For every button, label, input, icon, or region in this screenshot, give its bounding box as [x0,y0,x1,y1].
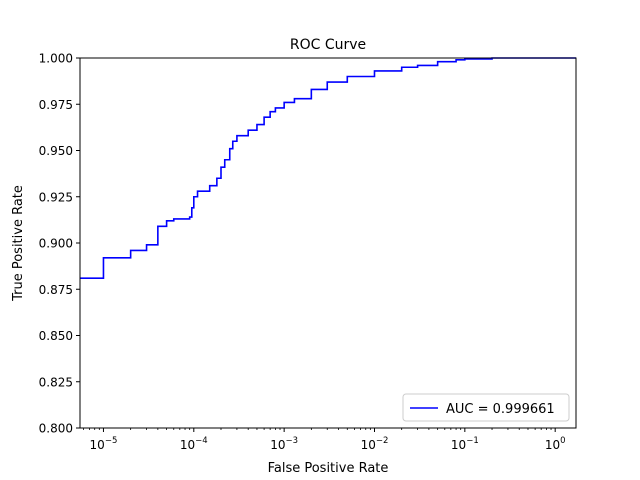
x-tick-exponent: −3 [286,436,299,446]
x-tick-label: 10−3 [270,436,298,452]
y-tick-label: 0.950 [39,144,73,158]
x-tick-label: 10−1 [451,436,479,452]
x-tick-base: 10 [361,438,376,452]
y-tick-label: 1.000 [39,52,73,66]
x-tick-exponent: 0 [560,436,565,446]
y-tick-label: 0.900 [39,237,73,251]
x-tick-base: 10 [180,438,195,452]
y-tick-label: 0.975 [39,98,73,112]
legend-box [402,393,570,422]
x-tick-label: 100 [545,436,566,452]
y-tick-label: 0.850 [39,329,73,343]
x-tick-exponent: −4 [195,436,208,446]
x-axis-label: False Positive Rate [268,461,389,476]
x-tick-exponent: −2 [376,436,389,446]
plot-area [80,58,576,428]
x-tick-exponent: −5 [105,436,118,446]
y-tick-label: 0.800 [39,422,73,436]
x-tick-base: 10 [451,438,466,452]
x-tick-base: 10 [270,438,285,452]
y-axis-label: True Positive Rate [11,185,26,302]
y-axis-ticks: 0.800 0.825 0.850 0.875 0.900 0.925 0.950 0.975… [39,52,80,436]
plot-frame [79,57,577,429]
chart-title: ROC Curve [290,37,366,53]
y-tick-label: 0.925 [39,190,73,204]
roc-curve-line [80,57,576,279]
x-tick-label: 10−2 [361,436,389,452]
x-tick-base: 10 [545,438,560,452]
x-tick-label: 10−4 [180,436,208,452]
y-tick-label: 0.825 [39,375,73,389]
legend: AUC = 0.999661 [402,393,570,422]
y-tick-label: 0.875 [39,283,73,297]
legend-label: AUC = 0.999661 [446,402,555,417]
x-tick-exponent: −1 [466,436,479,446]
x-tick-base: 10 [90,438,105,452]
x-axis-ticks: 10−5 10−4 10−3 10−2 10−1 100 [83,428,566,452]
x-tick-label: 10−5 [90,436,118,452]
